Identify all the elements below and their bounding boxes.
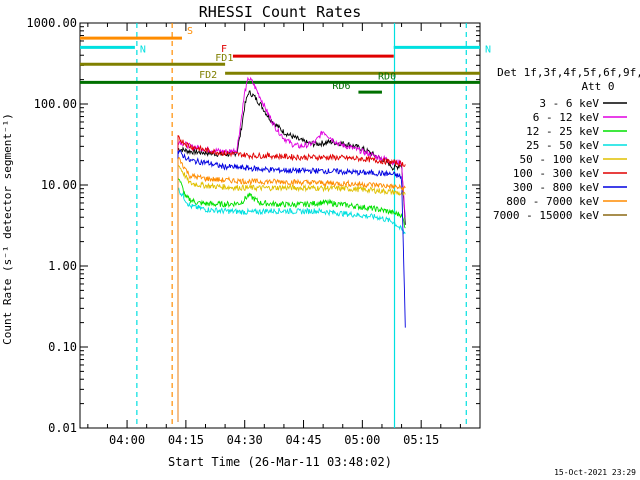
- x-tick-label: 05:15: [403, 433, 439, 447]
- y-axis-label: Count Rate (s⁻¹ detector segment⁻¹): [1, 113, 14, 345]
- state-bar-label: RD6: [332, 81, 350, 92]
- state-bar-label: FD1: [215, 53, 233, 64]
- legend-entry-label: 100 - 300 keV: [513, 167, 599, 180]
- state-bar-label: N: [485, 44, 491, 55]
- plot-border: [79, 22, 481, 429]
- y-tick-label: 1.00: [48, 259, 77, 273]
- series-line-5: [177, 135, 406, 422]
- state-bar-label: S: [187, 26, 193, 37]
- plot-frame: [79, 22, 481, 429]
- legend-entry-label: 25 - 50 keV: [526, 139, 599, 152]
- y-axis: 1000.00 100.00 10.00 1.00 0.10 0.01: [26, 16, 480, 435]
- chart-title: RHESSI Count Rates: [199, 3, 362, 21]
- series-lines: [177, 76, 406, 422]
- series-line-7: [177, 157, 406, 422]
- legend-entry-label: 7000 - 15000 keV: [493, 209, 599, 222]
- state-bar-label: F: [221, 44, 227, 55]
- x-axis: 04:00 04:15 04:30 04:45 05:00 05:15: [87, 23, 461, 447]
- state-bar-label: FD2: [199, 70, 217, 81]
- y-tick-label: 10.00: [41, 178, 77, 192]
- footer-date: 15-Oct-2021 23:29: [554, 468, 636, 477]
- legend-header-attenuator: Att 0: [581, 80, 614, 93]
- y-tick-label: 0.01: [48, 421, 77, 435]
- y-tick-label: 1000.00: [26, 16, 77, 30]
- legend-entry-label: 800 - 7000 keV: [506, 195, 599, 208]
- legend-entry-label: 12 - 25 keV: [526, 125, 599, 138]
- series-line-0: [177, 90, 406, 422]
- state-bar-label: N: [140, 44, 146, 55]
- x-tick-label: 04:15: [168, 433, 204, 447]
- x-tick-label: 04:00: [109, 433, 145, 447]
- vertical-markers: [136, 23, 467, 428]
- x-tick-label: 04:30: [227, 433, 263, 447]
- series-line-6: [177, 149, 406, 422]
- legend-header-detectors: Det 1f,3f,4f,5f,6f,9f,: [497, 66, 640, 79]
- legend-entry-label: 50 - 100 keV: [520, 153, 600, 166]
- series-line-3: [177, 187, 406, 422]
- legend-entry-label: 300 - 800 keV: [513, 181, 599, 194]
- legend-entry-label: 6 - 12 keV: [533, 111, 600, 124]
- x-tick-label: 05:00: [344, 433, 380, 447]
- y-tick-label: 0.10: [48, 340, 77, 354]
- legend-entry-label: 3 - 6 keV: [539, 97, 599, 110]
- series-line-2: [177, 177, 406, 422]
- state-bar-label: RD0: [378, 71, 396, 82]
- series-line-4: [177, 165, 406, 422]
- x-axis-label: Start Time (26-Mar-11 03:48:02): [168, 455, 392, 469]
- x-tick-label: 04:45: [285, 433, 321, 447]
- y-tick-label: 100.00: [34, 97, 77, 111]
